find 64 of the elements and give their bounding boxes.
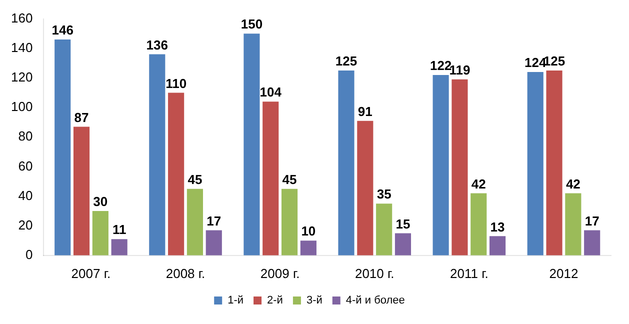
legend-label: 4-й и более bbox=[346, 294, 405, 307]
data-label: 110 bbox=[166, 76, 187, 91]
bar bbox=[111, 239, 128, 256]
legend-label: 1-й bbox=[228, 294, 244, 307]
y-tick-label: 120 bbox=[10, 70, 33, 85]
bar bbox=[206, 230, 222, 256]
legend-label: 3-й bbox=[306, 294, 322, 307]
bar bbox=[452, 79, 468, 256]
y-tick-label: 60 bbox=[18, 158, 33, 174]
bar bbox=[357, 120, 374, 256]
bar bbox=[338, 70, 354, 256]
data-label: 87 bbox=[74, 110, 89, 125]
data-label: 45 bbox=[282, 172, 297, 187]
bar bbox=[186, 188, 204, 256]
data-label: 146 bbox=[52, 22, 74, 38]
bar bbox=[92, 211, 108, 256]
x-tick-label: 2009 г. bbox=[260, 266, 300, 281]
data-label: 15 bbox=[396, 216, 410, 232]
x-tick-label: 2011 г. bbox=[450, 266, 488, 281]
data-label: 42 bbox=[566, 176, 580, 192]
bar bbox=[432, 74, 449, 256]
bar bbox=[281, 188, 298, 256]
data-label: 11 bbox=[112, 222, 126, 238]
bar bbox=[394, 233, 412, 256]
data-label: 91 bbox=[358, 104, 372, 119]
x-tick-label: 2012 bbox=[549, 266, 578, 281]
bar bbox=[527, 72, 544, 256]
bar bbox=[376, 204, 392, 256]
data-label: 17 bbox=[584, 213, 600, 228]
y-tick-label: 20 bbox=[18, 217, 33, 232]
data-label: 45 bbox=[188, 172, 202, 187]
x-tick-label: 2010 г. bbox=[354, 266, 394, 281]
y-tick-label: 40 bbox=[18, 188, 33, 203]
data-label: 150 bbox=[240, 16, 263, 32]
data-label: 35 bbox=[376, 186, 392, 202]
x-tick-label: 2008 г. bbox=[166, 266, 206, 281]
data-label: 10 bbox=[301, 224, 316, 239]
x-tick-label: 2007 г. bbox=[71, 266, 111, 281]
bar bbox=[244, 34, 260, 256]
bar bbox=[300, 240, 316, 256]
bar bbox=[168, 92, 184, 256]
data-label: 104 bbox=[260, 84, 282, 100]
bar bbox=[490, 236, 506, 256]
y-tick-label: 160 bbox=[10, 10, 33, 26]
bar bbox=[565, 193, 582, 256]
bar bbox=[54, 40, 71, 256]
bar bbox=[73, 126, 90, 256]
data-label: 122 bbox=[430, 58, 452, 74]
legend-label: 2-й bbox=[267, 294, 283, 307]
y-tick-label: 80 bbox=[18, 128, 33, 144]
data-label: 136 bbox=[146, 37, 168, 52]
bar bbox=[149, 54, 166, 256]
bar bbox=[546, 70, 562, 256]
y-tick-label: 140 bbox=[10, 40, 33, 55]
bar bbox=[584, 230, 600, 256]
bar bbox=[262, 102, 279, 256]
y-tick-label: 100 bbox=[10, 99, 33, 114]
data-label: 13 bbox=[490, 219, 505, 234]
data-label: 30 bbox=[93, 194, 108, 210]
data-label: 125 bbox=[335, 54, 358, 69]
bar bbox=[470, 193, 487, 256]
y-tick-label: 0 bbox=[25, 246, 33, 262]
data-label: 42 bbox=[471, 176, 486, 192]
data-label: 17 bbox=[206, 213, 222, 228]
